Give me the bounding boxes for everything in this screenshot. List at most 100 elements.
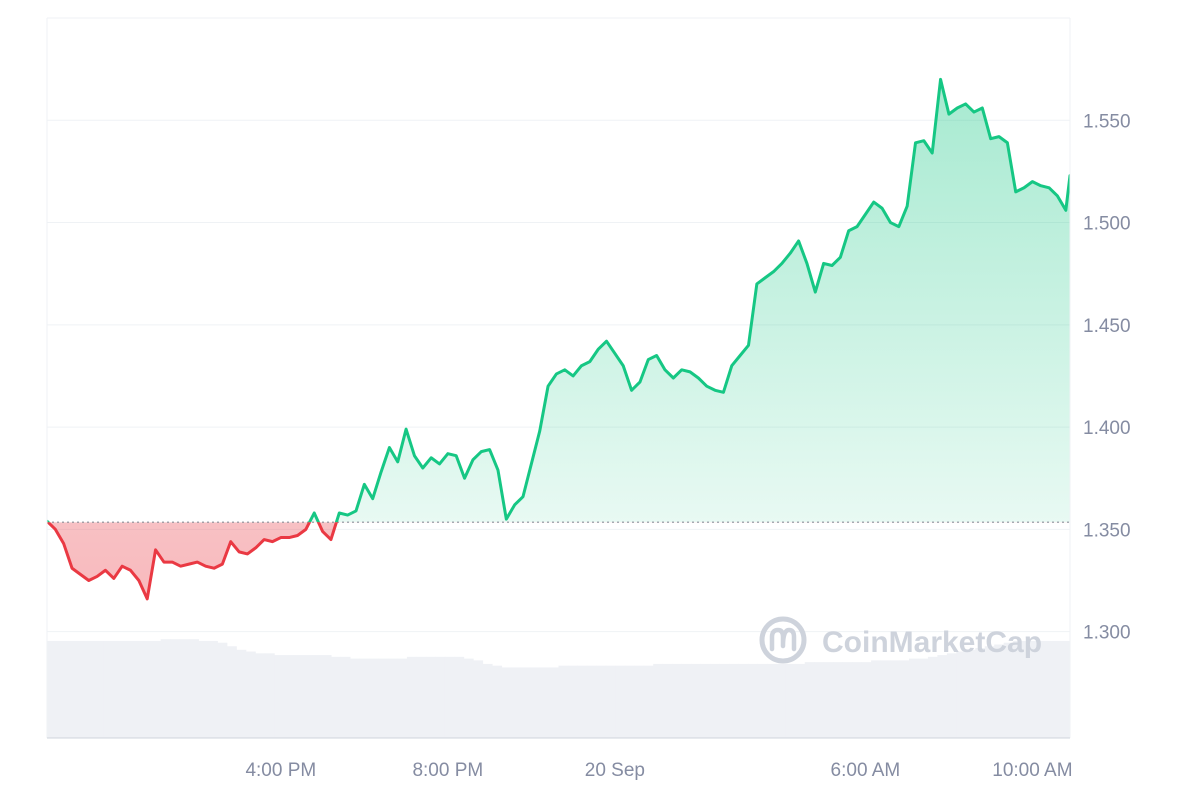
volume-bar [492, 665, 503, 738]
volume-bar [691, 663, 701, 738]
volume-bar [710, 663, 720, 738]
volume-bar [994, 644, 1005, 738]
volume-bar [861, 662, 872, 738]
y-tick-label: 1.550 [1083, 111, 1131, 132]
watermark: CoinMarketCap [759, 616, 1042, 664]
volume-bar [406, 656, 417, 738]
volume-bar [388, 658, 398, 738]
volume-bar [511, 667, 522, 738]
volume-bar [776, 663, 787, 738]
volume-bar [681, 663, 692, 738]
area-fills [47, 79, 1070, 599]
volume-bar [975, 648, 986, 738]
volume-bar [852, 662, 863, 738]
volume-bar [908, 658, 919, 738]
volume-bar [804, 662, 815, 738]
volume-bar [444, 656, 455, 738]
volume-bars [47, 639, 1071, 738]
volume-bar [245, 651, 256, 738]
x-axis: 4:00 PM 8:00 PM 20 Sep 6:00 AM 10:00 AM [245, 760, 1072, 781]
volume-bar [577, 665, 588, 738]
volume-bar [700, 663, 711, 738]
volume-bar [397, 658, 408, 738]
volume-bar [586, 665, 597, 738]
volume-bar [359, 658, 370, 738]
area-fill-down [48, 522, 337, 599]
volume-bar [1051, 640, 1061, 738]
volume-bar [785, 663, 796, 738]
volume-bar [880, 660, 891, 738]
volume-bar [624, 665, 635, 738]
volume-bar [814, 662, 825, 738]
volume-bar [75, 640, 86, 738]
volume-bar [236, 649, 247, 738]
volume-bar [378, 658, 389, 738]
y-tick-label: 1.500 [1083, 214, 1131, 235]
volume-bar [482, 663, 493, 738]
volume-bar [84, 640, 95, 738]
volume-bar [264, 653, 275, 738]
plot-frame [46, 17, 1071, 739]
volume-bar [596, 665, 607, 738]
area-fill-up [47, 79, 1070, 523]
volume-bar [918, 658, 929, 738]
volume-bar [369, 658, 379, 738]
x-tick-label: 10:00 AM [992, 760, 1072, 781]
volume-bar [473, 660, 484, 738]
volume-bar [719, 663, 730, 738]
volume-bar [539, 667, 550, 738]
volume-bar [416, 656, 427, 738]
volume-bar [643, 665, 654, 738]
volume-bar [56, 640, 67, 738]
volume-bar [217, 642, 228, 738]
volume-bar [672, 663, 683, 738]
volume-bar [1003, 642, 1014, 738]
volume-bar [226, 646, 237, 738]
volume-bar [170, 639, 181, 738]
x-tick-label: 8:00 PM [412, 760, 483, 781]
volume-bar [662, 663, 673, 738]
volume-bar [274, 655, 285, 738]
volume-bar [255, 653, 266, 738]
volume-bar [871, 660, 881, 738]
y-tick-label: 1.300 [1083, 623, 1131, 644]
x-tick-label: 20 Sep [585, 760, 645, 781]
volume-bar [1013, 640, 1024, 738]
volume-bar [615, 665, 626, 738]
volume-bar [927, 656, 938, 738]
volume-bar [605, 665, 616, 738]
price-line-up [47, 77, 1070, 523]
volume-bar [842, 662, 853, 738]
volume-bar [160, 639, 171, 738]
volume-bar [1041, 640, 1052, 738]
volume-bar [208, 640, 218, 738]
volume-bar [558, 665, 569, 738]
volume-bar [520, 667, 531, 738]
volume-bar [634, 665, 645, 738]
x-tick-label: 6:00 AM [831, 760, 901, 781]
volume-bar [65, 640, 76, 738]
volume-bar [1022, 640, 1033, 738]
volume-bar [946, 653, 957, 738]
volume-bar [113, 640, 124, 738]
volume-bar [956, 651, 967, 738]
volume-bar [549, 667, 559, 738]
volume-bar [1032, 640, 1042, 738]
volume-bar [454, 656, 465, 738]
volume-bar [122, 640, 133, 738]
volume-bar [283, 655, 294, 738]
volume-bar [567, 665, 578, 738]
x-tick-label: 4:00 PM [245, 760, 316, 781]
volume-bar [331, 656, 342, 738]
y-axis: 1.300 1.350 1.400 1.450 1.500 1.550 [1083, 111, 1131, 643]
volume-bar [312, 655, 323, 738]
volume-bar [435, 656, 446, 738]
y-tick-label: 1.400 [1083, 418, 1131, 439]
price-line-down [47, 522, 338, 601]
volume-bar [321, 655, 332, 738]
volume-bar [198, 640, 209, 738]
price-lines [47, 77, 1070, 601]
volume-bar [984, 646, 995, 738]
watermark-text: CoinMarketCap [822, 626, 1042, 659]
